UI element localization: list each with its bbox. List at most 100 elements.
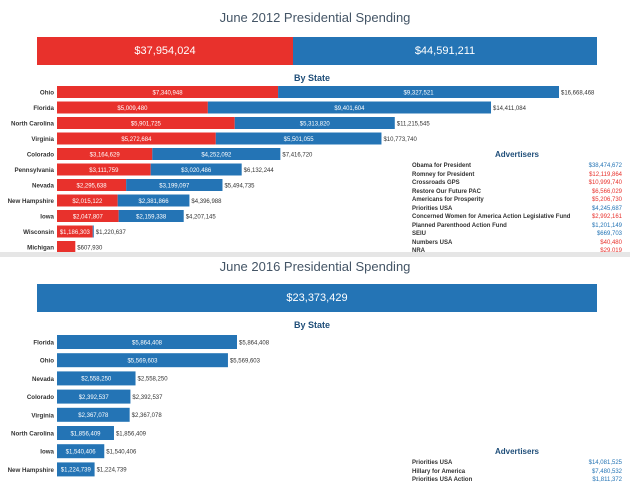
bar-value-label: $5,313,820	[300, 121, 331, 127]
bar-segment	[117, 194, 190, 207]
bar-segment	[57, 241, 76, 253]
state-label: Iowa	[40, 214, 54, 221]
advertiser-amount: $14,081,525	[588, 460, 622, 466]
bar-value-label: $3,199,097	[159, 183, 190, 189]
bar-value-label: $1,856,409	[70, 431, 101, 437]
state-label: New Hampshire	[8, 198, 55, 205]
bar-segment	[207, 101, 492, 114]
bar-segment	[152, 148, 281, 160]
state-label: Colorado	[27, 152, 54, 159]
bar-total-label: $14,411,084	[493, 106, 527, 112]
bar-segment	[57, 179, 127, 191]
state-bar-chart-2016: Florida $5,864,408 $5,864,408 Ohio $5,569,60…	[8, 335, 270, 477]
bar-total-label: $2,367,078	[132, 413, 163, 419]
bar-segment	[234, 117, 395, 129]
state-label: Ohio	[40, 90, 54, 97]
bar-total-label: $1,224,739	[97, 468, 128, 474]
by-state-heading-2012: By State	[293, 73, 330, 83]
advertiser-name: Priorities USA	[412, 460, 453, 466]
state-label: Virginia	[31, 412, 54, 419]
bar-value-label: $3,164,629	[90, 152, 121, 158]
advertiser-row: Romney for President $12,119,864	[412, 171, 622, 180]
advertiser-row: NRA $29,019	[412, 247, 622, 256]
bar-value-label: $3,111,759	[89, 168, 119, 174]
advertiser-amount: $2,992,161	[591, 214, 622, 220]
bar-value-label: $7,340,948	[153, 90, 184, 96]
bar-value-label: $5,501,055	[284, 137, 315, 143]
bar-segment	[57, 407, 130, 422]
bar-total-label: $5,494,735	[224, 183, 255, 189]
bar-segment	[215, 132, 382, 145]
panel-2016-title: June 2016 Presidential Spending	[219, 259, 411, 274]
total-spending-bar-2012: $37,954,024 $44,591,211	[37, 37, 597, 65]
advertisers-panel-2012: Advertisers Obama for President $38,474,6…	[412, 150, 622, 256]
advertiser-amount: $669,703	[596, 231, 622, 237]
bar-segment	[278, 86, 559, 98]
advertiser-amount: $12,119,864	[589, 171, 622, 178]
bar-total-label: $2,558,250	[138, 377, 169, 383]
state-label: Michigan	[27, 245, 54, 252]
bar-value-label: $5,009,480	[117, 106, 148, 112]
bar-segment	[57, 210, 119, 222]
advertiser-name: SEIU	[412, 231, 427, 237]
panel-divider	[0, 252, 630, 257]
advertiser-name: Crossroads GPS	[412, 180, 460, 186]
bar-total-label: $1,220,637	[96, 230, 127, 236]
advertiser-name: Americans for Prosperity	[412, 197, 484, 203]
bar-total-label: $11,215,545	[397, 121, 431, 127]
advertiser-row: Americans for Prosperity $5,206,730	[412, 196, 622, 205]
state-label: Virginia	[31, 136, 54, 143]
state-label: Pennsylvania	[14, 167, 54, 174]
bar-value-label: $2,295,638	[77, 183, 108, 189]
advertiser-name: Priorities USA	[412, 205, 453, 212]
bar-value-label: $2,558,250	[81, 377, 112, 383]
advertiser-amount: $6,566,029	[591, 188, 622, 195]
bar-value-label: $2,047,807	[73, 214, 104, 220]
bar-segment	[57, 163, 151, 176]
bar-segment	[57, 335, 237, 349]
advertiser-name: Restore Our Future PAC	[412, 188, 481, 195]
state-label: North Carolina	[11, 431, 55, 438]
bar-value-label: $4,252,092	[201, 152, 232, 158]
bar-value-label: $1,540,406	[66, 450, 97, 456]
bar-value-label: $5,901,725	[131, 121, 162, 127]
bar-total-label: $1,540,406	[106, 450, 137, 456]
bar-value-label: $9,327,521	[404, 90, 435, 96]
by-state-heading-2016: By State	[293, 320, 330, 330]
advertiser-name: Romney for President	[412, 171, 475, 178]
advertiser-row: SEIU $669,703	[412, 230, 622, 239]
bar-segment	[57, 353, 228, 368]
bar-value-label: $2,392,537	[79, 395, 110, 401]
advertiser-row: Concerned Women for America Action Legis…	[412, 213, 622, 222]
advertiser-row: Priorities USA $4,245,687	[412, 205, 622, 214]
bar-segment	[57, 148, 153, 160]
advertiser-name: Numbers USA	[412, 239, 453, 246]
state-label: Nevada	[32, 376, 55, 383]
state-label: Nevada	[32, 183, 55, 190]
advertiser-row: Obama for President $38,474,672	[412, 162, 622, 171]
advertiser-amount: $40,480	[600, 239, 622, 246]
total-segment-blue: $44,591,211	[293, 37, 597, 65]
panel-2012-title: June 2012 Presidential Spending	[219, 10, 411, 25]
bar-value-label: $1,224,739	[61, 468, 92, 474]
bar-value-label: $5,864,408	[132, 340, 163, 346]
bar-segment	[57, 371, 136, 386]
bar-segment	[118, 210, 184, 222]
advertiser-row: Numbers USA $40,480	[412, 239, 622, 248]
advertiser-row: Planned Parenthood Action Fund $1,201,149	[412, 222, 622, 231]
bar-total-label: $607,930	[77, 245, 103, 251]
bar-segment	[57, 117, 235, 129]
advertiser-amount: $1,201,149	[591, 222, 622, 229]
bar-segment	[57, 194, 118, 207]
bar-total-label: $10,773,740	[383, 137, 417, 143]
advertiser-row: Crossroads GPS $10,999,740	[412, 179, 622, 188]
advertiser-name: Planned Parenthood Action Fund	[412, 222, 507, 229]
bar-total-label: $7,416,720	[282, 152, 313, 158]
bar-segment	[57, 225, 93, 238]
state-label: New Hampshire	[8, 467, 55, 474]
total-spending-bar-2016: $23,373,429	[37, 284, 597, 312]
advertiser-name: Obama for President	[412, 163, 472, 169]
bar-value-label: $5,272,684	[121, 137, 152, 143]
advertisers-panel-2016: Advertisers Priorities USA $14,081,525 Hil…	[412, 447, 622, 485]
advertiser-row: Restore Our Future PAC $6,566,029	[412, 188, 622, 197]
